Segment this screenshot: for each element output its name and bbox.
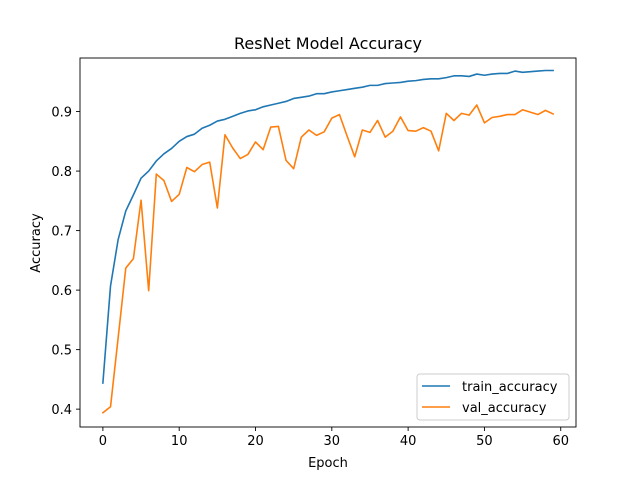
y-axis-label: Accuracy — [29, 213, 44, 273]
x-tick-label: 10 — [171, 434, 188, 449]
series-line-train_accuracy — [102, 69, 554, 384]
legend-label-val_accuracy: val_accuracy — [462, 401, 547, 416]
legend-box — [416, 373, 570, 421]
x-tick-label: 60 — [552, 434, 569, 449]
legend-label-train_accuracy: train_accuracy — [462, 380, 558, 395]
y-tick-label: 0.7 — [51, 225, 72, 240]
x-tick-label: 20 — [247, 434, 264, 449]
x-tick-label: 30 — [324, 434, 341, 449]
y-tick-label: 0.9 — [51, 106, 72, 121]
x-tick-label: 0 — [99, 434, 107, 449]
y-tick-label: 0.8 — [51, 165, 72, 180]
x-axis-label: Epoch — [308, 456, 348, 471]
legend: train_accuracy val_accuracy — [416, 373, 570, 421]
series-line-val_accuracy — [101, 104, 555, 414]
y-tick-label: 0.4 — [51, 403, 72, 418]
y-tick-label: 0.5 — [51, 344, 72, 359]
chart-title: ResNet Model Accuracy — [234, 34, 422, 53]
axes-frame — [79, 57, 577, 428]
x-tick-label: 40 — [400, 434, 417, 449]
plot-area: 0 10 20 30 40 50 60 0.4 0.5 0.6 0.7 0.8 0.9 — [51, 57, 577, 449]
y-tick-label: 0.6 — [51, 284, 72, 299]
x-tick-label: 50 — [476, 434, 493, 449]
